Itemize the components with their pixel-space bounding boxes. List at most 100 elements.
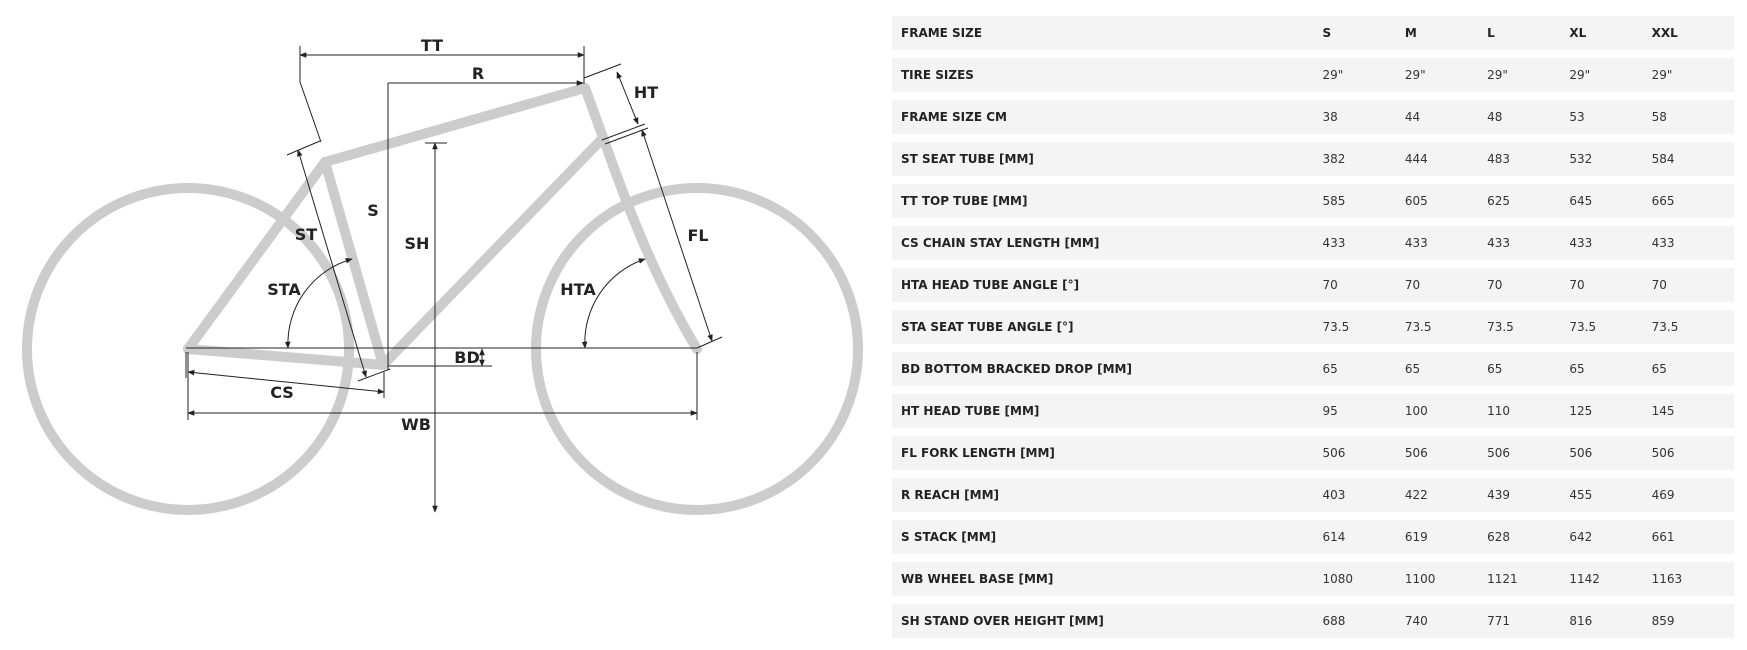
- row-value: 65: [1569, 352, 1652, 386]
- row-value: 65: [1651, 352, 1734, 386]
- header-size-l: L: [1487, 16, 1570, 50]
- row-value: 70: [1404, 268, 1488, 302]
- label-cs: CS: [270, 383, 294, 402]
- row-label: TT TOP TUBE [MM]: [892, 184, 1323, 218]
- row-label: R REACH [MM]: [892, 478, 1323, 512]
- row-value: 65: [1487, 352, 1570, 386]
- row-value: 95: [1322, 394, 1405, 428]
- label-wb: WB: [401, 415, 431, 434]
- row-value: 506: [1487, 436, 1570, 470]
- row-value: 422: [1404, 478, 1488, 512]
- table-row: CS CHAIN STAY LENGTH [MM] 433 433 433 433 433: [892, 226, 1734, 260]
- row-value: 73.5: [1651, 310, 1734, 344]
- label-st: ST: [295, 225, 318, 244]
- label-bd: BD: [454, 348, 479, 367]
- bike-geometry-svg: TT R HT S SH ST STA FL HTA BD CS WB: [22, 36, 863, 515]
- row-value: 382: [1322, 142, 1405, 176]
- row-value: 661: [1651, 520, 1734, 554]
- row-value: 29": [1322, 58, 1405, 92]
- row-value: 29": [1404, 58, 1488, 92]
- row-value: 73.5: [1569, 310, 1652, 344]
- table-row: BD BOTTOM BRACKED DROP [MM] 65 65 65 65 65: [892, 352, 1734, 386]
- table-row: HTA HEAD TUBE ANGLE [°] 70 70 70 70 70: [892, 268, 1734, 302]
- row-value: 73.5: [1487, 310, 1570, 344]
- row-label: FRAME SIZE CM: [892, 100, 1323, 134]
- row-value: 455: [1569, 478, 1652, 512]
- row-label: WB WHEEL BASE [MM]: [892, 562, 1323, 596]
- row-value: 439: [1487, 478, 1570, 512]
- row-value: 70: [1487, 268, 1570, 302]
- row-value: 48: [1487, 100, 1570, 134]
- table-row: SH STAND OVER HEIGHT [MM] 688 740 771 816 859: [892, 604, 1734, 638]
- table-row: TIRE SIZES 29" 29" 29" 29" 29": [892, 58, 1734, 92]
- row-value: 38: [1322, 100, 1405, 134]
- table-row: STA SEAT TUBE ANGLE [°] 73.5 73.5 73.5 73.5 7…: [892, 310, 1734, 344]
- row-value: 628: [1487, 520, 1570, 554]
- label-s: S: [367, 201, 379, 220]
- row-value: 584: [1651, 142, 1734, 176]
- row-value: 614: [1322, 520, 1405, 554]
- row-value: 73.5: [1404, 310, 1488, 344]
- row-value: 73.5: [1322, 310, 1405, 344]
- row-value: 740: [1404, 604, 1488, 638]
- table-row: TT TOP TUBE [MM] 585 605 625 645 665: [892, 184, 1734, 218]
- row-value: 29": [1487, 58, 1570, 92]
- row-value: 688: [1322, 604, 1405, 638]
- row-value: 65: [1322, 352, 1405, 386]
- row-value: 483: [1487, 142, 1570, 176]
- table-row: ST SEAT TUBE [MM] 382 444 483 532 584: [892, 142, 1734, 176]
- label-sta: STA: [267, 280, 301, 299]
- label-ht: HT: [634, 83, 658, 102]
- header-size-m: M: [1404, 16, 1488, 50]
- row-value: 469: [1651, 478, 1734, 512]
- row-label: STA SEAT TUBE ANGLE [°]: [892, 310, 1323, 344]
- label-sh: SH: [405, 234, 430, 253]
- row-value: 1100: [1404, 562, 1488, 596]
- table-row: HT HEAD TUBE [MM] 95 100 110 125 145: [892, 394, 1734, 428]
- row-value: 125: [1569, 394, 1652, 428]
- row-value: 58: [1651, 100, 1734, 134]
- row-value: 1080: [1322, 562, 1405, 596]
- row-value: 433: [1651, 226, 1734, 260]
- row-label: TIRE SIZES: [892, 58, 1323, 92]
- label-fl: FL: [687, 226, 708, 245]
- row-value: 506: [1651, 436, 1734, 470]
- row-value: 444: [1404, 142, 1488, 176]
- row-value: 625: [1487, 184, 1570, 218]
- row-value: 665: [1651, 184, 1734, 218]
- row-value: 29": [1569, 58, 1652, 92]
- row-label: SH STAND OVER HEIGHT [MM]: [892, 604, 1323, 638]
- table-header-row: FRAME SIZE S M L XL XXL: [892, 16, 1734, 50]
- row-label: BD BOTTOM BRACKED DROP [MM]: [892, 352, 1323, 386]
- row-label: HTA HEAD TUBE ANGLE [°]: [892, 268, 1323, 302]
- seat-tube: [320, 157, 388, 370]
- row-value: 1163: [1651, 562, 1734, 596]
- row-value: 605: [1404, 184, 1488, 218]
- table-row: FRAME SIZE CM 38 44 48 53 58: [892, 100, 1734, 134]
- row-value: 506: [1569, 436, 1652, 470]
- head-tube: [580, 83, 609, 145]
- row-label: HT HEAD TUBE [MM]: [892, 394, 1323, 428]
- fork: [599, 135, 702, 354]
- row-value: 1121: [1487, 562, 1570, 596]
- row-value: 433: [1404, 226, 1488, 260]
- row-value: 145: [1651, 394, 1734, 428]
- row-value: 506: [1404, 436, 1488, 470]
- header-size-xl: XL: [1569, 16, 1652, 50]
- down-tube: [378, 133, 608, 370]
- row-value: 585: [1322, 184, 1405, 218]
- row-value: 70: [1569, 268, 1652, 302]
- row-value: 1142: [1569, 562, 1652, 596]
- row-value: 506: [1322, 436, 1405, 470]
- header-size-s: S: [1322, 16, 1405, 50]
- bike-geometry-diagram: TT R HT S SH ST STA FL HTA BD CS WB: [22, 36, 863, 515]
- label-hta: HTA: [560, 280, 596, 299]
- row-label: S STACK [MM]: [892, 520, 1323, 554]
- row-label: ST SEAT TUBE [MM]: [892, 142, 1323, 176]
- row-label: CS CHAIN STAY LENGTH [MM]: [892, 226, 1323, 260]
- table-row: FL FORK LENGTH [MM] 506 506 506 506 506: [892, 436, 1734, 470]
- row-value: 53: [1569, 100, 1652, 134]
- row-value: 771: [1487, 604, 1570, 638]
- row-label: FL FORK LENGTH [MM]: [892, 436, 1323, 470]
- row-value: 433: [1487, 226, 1570, 260]
